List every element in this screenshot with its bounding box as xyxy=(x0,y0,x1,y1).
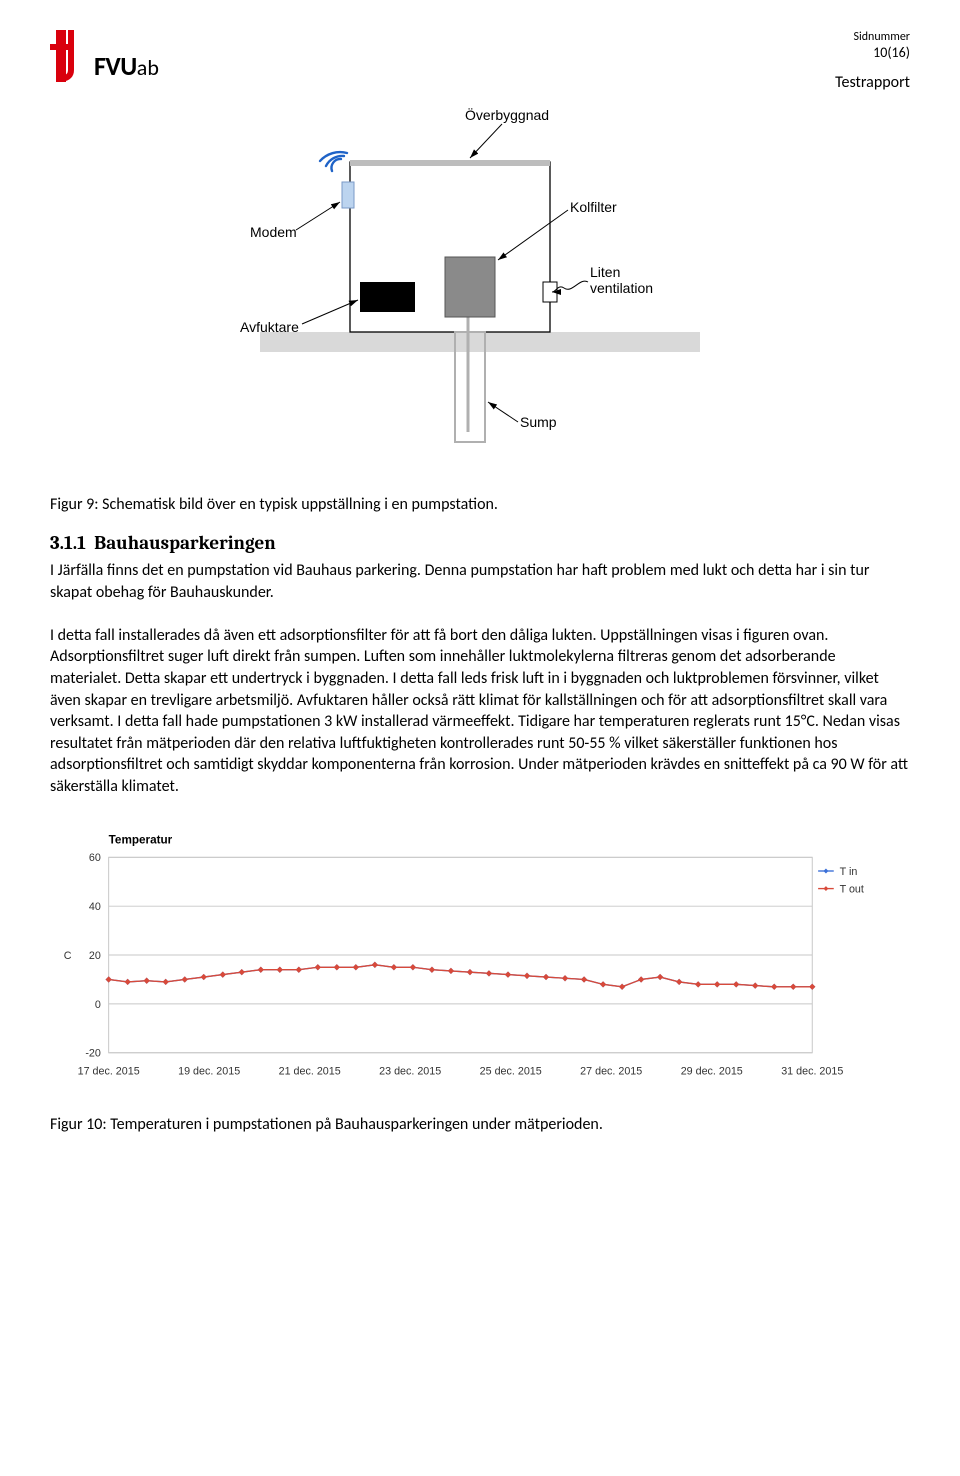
svg-text:Liten: Liten xyxy=(590,264,620,280)
svg-text:60: 60 xyxy=(89,852,101,864)
svg-text:17 dec. 2015: 17 dec. 2015 xyxy=(78,1065,140,1077)
svg-text:Avfuktare: Avfuktare xyxy=(240,319,299,335)
section-body: I Järfälla finns det en pumpstation vid … xyxy=(50,560,910,798)
logo: FVUab xyxy=(50,30,159,82)
svg-text:T in: T in xyxy=(840,865,858,877)
section-heading: 3.1.1 Bauhausparkeringen xyxy=(50,532,910,554)
svg-text:C: C xyxy=(64,949,72,961)
svg-text:21 dec. 2015: 21 dec. 2015 xyxy=(279,1065,341,1077)
svg-text:Sump: Sump xyxy=(520,414,557,430)
svg-text:31 dec. 2015: 31 dec. 2015 xyxy=(781,1065,843,1077)
svg-text:29 dec. 2015: 29 dec. 2015 xyxy=(681,1065,743,1077)
svg-text:23 dec. 2015: 23 dec. 2015 xyxy=(379,1065,441,1077)
svg-text:25 dec. 2015: 25 dec. 2015 xyxy=(480,1065,542,1077)
svg-text:ventilation: ventilation xyxy=(590,280,653,296)
svg-text:Kolfilter: Kolfilter xyxy=(570,199,617,215)
logo-ab: ab xyxy=(137,54,159,81)
figure-10-chart: Temperatur -20 0 20 40 60 C 17 dec. 2015 19 dec.… xyxy=(50,828,910,1082)
page-number-label: Sidnummer xyxy=(835,30,910,44)
figure-9-caption: Figur 9: Schematisk bild över en typisk … xyxy=(50,495,910,514)
section-number: 3.1.1 xyxy=(50,532,86,554)
svg-text:40: 40 xyxy=(89,901,101,913)
logo-text: FVU xyxy=(94,50,137,82)
section-title: Bauhausparkeringen xyxy=(94,532,276,554)
logo-mark-icon xyxy=(50,30,90,82)
svg-text:Modem: Modem xyxy=(250,224,297,240)
svg-text:-20: -20 xyxy=(85,1047,101,1059)
svg-text:T out: T out xyxy=(840,883,864,895)
page-number: 10(16) xyxy=(835,44,910,61)
figure-10-caption: Figur 10: Temperaturen i pumpstationen p… xyxy=(50,1115,910,1134)
svg-text:Temperatur: Temperatur xyxy=(109,833,173,846)
svg-text:0: 0 xyxy=(95,998,101,1010)
svg-text:Överbyggnad: Överbyggnad xyxy=(465,106,549,123)
figure-9-schematic: Överbyggnad Kolfilter Litenventilation Sump… xyxy=(220,102,740,472)
document-type: Testrapport xyxy=(835,73,910,92)
svg-text:27 dec. 2015: 27 dec. 2015 xyxy=(580,1065,642,1077)
svg-text:20: 20 xyxy=(89,949,101,961)
svg-text:19 dec. 2015: 19 dec. 2015 xyxy=(178,1065,240,1077)
